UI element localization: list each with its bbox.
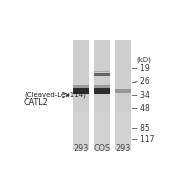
Text: - 117: - 117 <box>136 135 155 144</box>
Text: 293: 293 <box>115 144 130 153</box>
Bar <box>73 112 89 150</box>
Text: - 19: - 19 <box>136 64 150 73</box>
Text: COS: COS <box>93 144 111 153</box>
Bar <box>73 40 89 150</box>
Text: (Cleaved-Leu114): (Cleaved-Leu114) <box>24 91 86 98</box>
Text: - 34: - 34 <box>136 91 150 100</box>
Text: 293: 293 <box>73 144 89 153</box>
Bar <box>73 88 89 94</box>
Bar <box>73 85 89 88</box>
Bar <box>114 40 131 150</box>
Bar <box>94 112 110 150</box>
Text: (kD): (kD) <box>136 56 151 63</box>
Bar <box>94 73 110 76</box>
Bar <box>94 40 110 150</box>
Bar <box>94 85 110 88</box>
Text: CATL2: CATL2 <box>24 98 49 107</box>
Bar <box>94 88 110 94</box>
Bar <box>114 89 131 93</box>
Bar <box>114 112 131 150</box>
Bar <box>94 71 110 72</box>
Text: - 85: - 85 <box>136 124 150 133</box>
Text: - 26: - 26 <box>136 77 150 86</box>
Text: - 48: - 48 <box>136 104 150 113</box>
